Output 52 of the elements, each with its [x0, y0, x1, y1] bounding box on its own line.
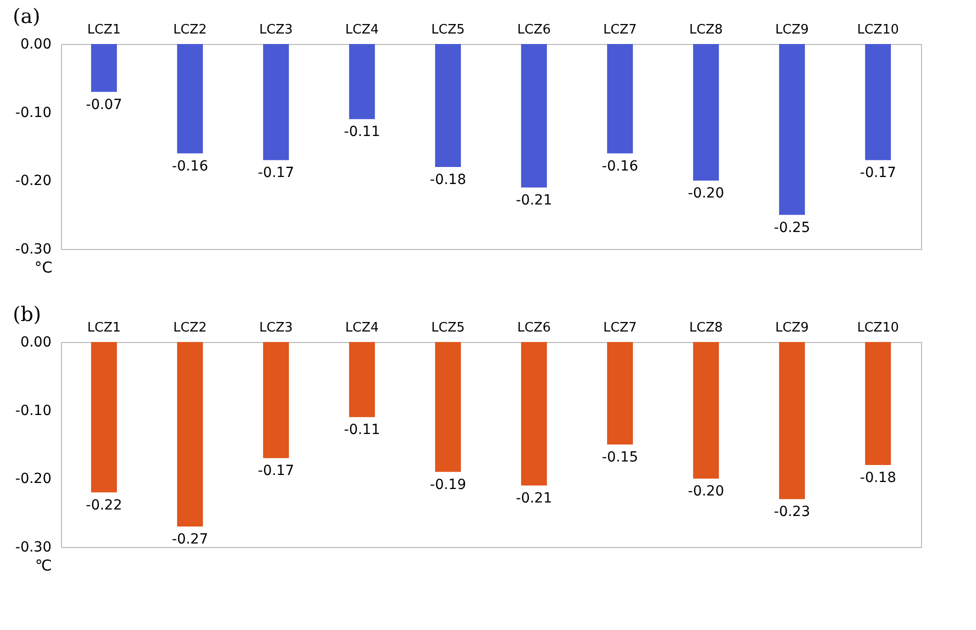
data-label: -0.07 [86, 96, 122, 113]
y-tick-label: -0.30 [15, 242, 52, 258]
x-tick-label: LCZ7 [603, 22, 637, 38]
x-tick-label: LCZ2 [173, 320, 207, 336]
y-tick-label: -0.20 [15, 471, 52, 488]
y-tick-label: -0.10 [15, 402, 52, 419]
data-label: -0.25 [774, 220, 810, 236]
data-label: -0.23 [774, 504, 810, 520]
x-tick-label: LCZ10 [857, 22, 899, 38]
data-label: -0.21 [516, 490, 552, 506]
data-label: -0.17 [258, 463, 294, 480]
data-label: -0.22 [86, 497, 122, 514]
x-tick-label: LCZ7 [603, 320, 637, 336]
x-tick-label: LCZ5 [431, 320, 465, 336]
data-label: -0.11 [344, 422, 380, 438]
data-label: -0.17 [258, 165, 294, 182]
data-label: -0.17 [860, 165, 896, 182]
x-tick-label: LCZ9 [775, 320, 809, 336]
x-tick-label: LCZ6 [517, 320, 551, 336]
x-tick-label: LCZ6 [517, 22, 551, 38]
data-label: -0.18 [860, 470, 896, 486]
x-tick-label: LCZ10 [857, 320, 899, 336]
y-tick-label: -0.10 [15, 104, 52, 121]
x-tick-label: LCZ1 [87, 320, 121, 336]
chart-title: (a) [12, 4, 40, 28]
data-label: -0.27 [172, 532, 208, 548]
x-tick-label: LCZ3 [259, 22, 293, 38]
chart-title: (b) [12, 302, 42, 326]
data-label: -0.11 [344, 124, 380, 140]
y-tick-label: 0.00 [20, 334, 52, 350]
y-tick-label: 0.00 [20, 36, 52, 52]
y-axis-title: ℃ [35, 556, 52, 574]
data-label: -0.16 [172, 158, 208, 174]
data-label: -0.21 [516, 192, 552, 208]
x-tick-label: LCZ4 [345, 22, 379, 38]
data-label: -0.15 [602, 450, 638, 466]
data-label: -0.16 [602, 158, 638, 174]
data-label: -0.20 [688, 484, 724, 500]
data-label: -0.18 [430, 172, 466, 188]
y-tick-label: -0.20 [15, 173, 52, 190]
data-label: -0.19 [430, 476, 466, 493]
x-tick-label: LCZ1 [87, 22, 121, 38]
x-tick-label: LCZ8 [689, 320, 723, 336]
x-tick-label: LCZ5 [431, 22, 465, 38]
x-tick-label: LCZ3 [259, 320, 293, 336]
data-label: -0.20 [688, 186, 724, 202]
y-axis-title: °C [34, 258, 52, 276]
x-tick-label: LCZ4 [345, 320, 379, 336]
x-tick-label: LCZ8 [689, 22, 723, 38]
y-tick-label: -0.30 [15, 540, 52, 556]
x-tick-label: LCZ2 [173, 22, 207, 38]
x-tick-label: LCZ9 [775, 22, 809, 38]
